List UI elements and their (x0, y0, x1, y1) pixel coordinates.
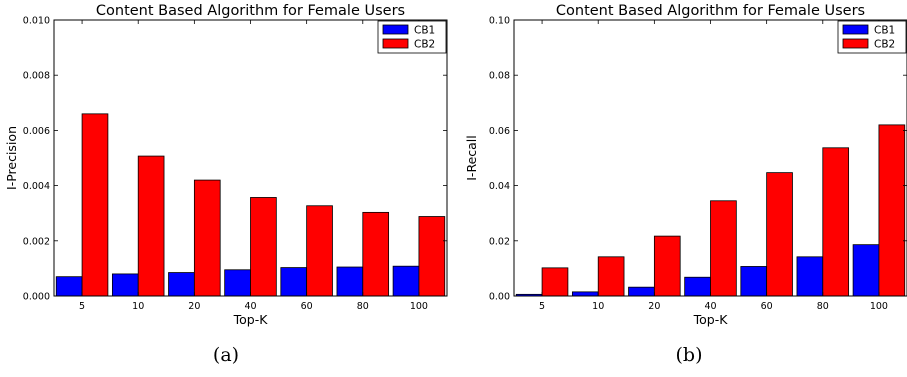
x-tick-label: 10 (592, 301, 604, 312)
x-tick-label: 80 (817, 301, 829, 312)
x-tick-label: 100 (410, 301, 428, 312)
bar-cb2-5 (541, 267, 569, 297)
y-tick-label: 0.04 (489, 181, 510, 192)
legend-swatch-cb1 (382, 24, 409, 35)
bar-cb2-5 (81, 113, 109, 297)
x-tick-label: 60 (761, 301, 773, 312)
bar-cb1-60 (740, 266, 768, 297)
y-tick-label: 0.10 (489, 16, 510, 27)
bar-cb2-60 (766, 172, 793, 297)
y-tick-label: 0.000 (23, 292, 50, 303)
chart-panel-1: 0.000 0.002 0.004 0.006 0.008 0.010 5 10 20 40 60 8… (4, 3, 448, 366)
legend-swatch-cb1 (842, 24, 869, 35)
bar-cb2-100 (878, 124, 906, 297)
x-axis-label: Top-K (233, 312, 269, 327)
legend-swatch-cb2 (842, 38, 869, 49)
y-tick-label: 0.004 (23, 181, 50, 192)
bar-cb1-100 (392, 265, 420, 297)
x-tick-label: 10 (132, 301, 144, 312)
x-tick-label: 80 (357, 301, 369, 312)
legend-label-cb1: CB1 (874, 25, 895, 37)
panel-caption: (a) (213, 344, 239, 366)
bar-cb1-60 (280, 267, 308, 297)
x-tick-label: 60 (301, 301, 313, 312)
y-tick-label: 0.06 (489, 126, 510, 137)
panel-caption: (b) (676, 344, 703, 366)
x-tick-label: 20 (188, 301, 200, 312)
bar-cb1-20 (168, 272, 195, 297)
x-tick-label: 40 (704, 301, 716, 312)
bar-cb1-100 (852, 244, 880, 297)
bar-cb1-80 (336, 266, 364, 297)
legend-label-cb2: CB2 (414, 39, 435, 51)
y-tick-label: 0.006 (23, 126, 50, 137)
bar-cb2-100 (418, 216, 446, 297)
legend-label-cb2: CB2 (874, 39, 895, 51)
bar-cb2-10 (597, 256, 625, 297)
bar-cb2-20 (193, 179, 221, 297)
bar-cb2-60 (306, 205, 333, 297)
bar-cb1-20 (628, 286, 655, 297)
chart-panel-2: 0.00 0.02 0.04 0.06 0.08 0.10 5 10 20 40 60 80 100 Co… (464, 3, 907, 366)
x-tick-label: 5 (539, 301, 545, 312)
y-tick-label: 0.02 (489, 236, 510, 247)
x-tick-label: 20 (648, 301, 660, 312)
x-tick-label: 5 (79, 301, 85, 312)
y-axis-label: I-Precision (4, 126, 19, 190)
bar-cb1-10 (571, 291, 599, 297)
x-axis-label: Top-K (693, 312, 729, 327)
y-tick-label: 0.00 (489, 292, 510, 303)
bar-cb2-80 (822, 147, 850, 297)
legend-label-cb1: CB1 (414, 25, 435, 37)
bar-cb1-80 (796, 256, 824, 297)
y-axis-label: I-Recall (464, 135, 479, 181)
bar-cb2-80 (362, 211, 390, 297)
chart-title: Content Based Algorithm for Female Users (96, 3, 405, 19)
bar-cb1-40 (224, 269, 251, 297)
bar-cb2-40 (250, 197, 277, 297)
legend-swatch-cb2 (382, 38, 409, 49)
bar-cb2-40 (710, 200, 737, 297)
bar-cb1-40 (684, 276, 711, 297)
chart-title: Content Based Algorithm for Female Users (556, 3, 865, 19)
bar-cb1-10 (111, 273, 139, 297)
x-tick-label: 40 (244, 301, 256, 312)
bar-cb2-10 (137, 155, 165, 297)
bar-cb1-5 (55, 276, 83, 297)
x-tick-label: 100 (870, 301, 888, 312)
bar-cb2-20 (653, 235, 681, 297)
y-tick-label: 0.008 (23, 71, 50, 82)
y-tick-label: 0.002 (23, 236, 50, 247)
y-tick-label: 0.08 (489, 71, 510, 82)
y-tick-label: 0.010 (23, 16, 50, 27)
